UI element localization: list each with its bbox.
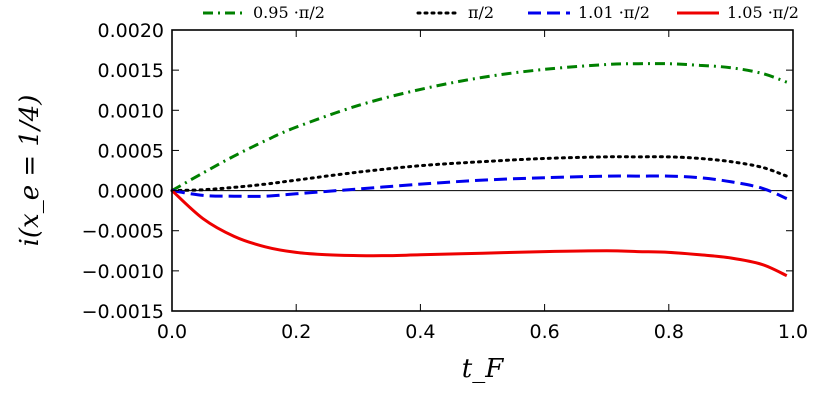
- legend-label-3: 1.01 ·π/2: [578, 3, 650, 22]
- x-tick-label: 0.6: [529, 321, 559, 343]
- x-tick-label: 0.2: [281, 321, 311, 343]
- series-line-3: [171, 174, 788, 200]
- y-tick-label: 0.0020: [98, 20, 164, 42]
- x-tick-label: 0.8: [654, 321, 684, 343]
- x-axis-label: t_F: [462, 354, 504, 384]
- y-tick-label: −0.0015: [82, 301, 164, 323]
- legend-label-4: 1.05 ·π/2: [727, 3, 799, 22]
- x-tick-label: 1.0: [778, 321, 808, 343]
- y-tick-label: 0.0000: [98, 181, 164, 203]
- series-line-1: [171, 62, 788, 192]
- svg-text:i(x_e = 1/4): i(x_e = 1/4): [15, 95, 45, 247]
- y-tick-label: −0.0010: [82, 261, 164, 283]
- y-tick-label: −0.0005: [82, 221, 164, 243]
- plot-frame: [171, 29, 794, 312]
- y-tick-label: 0.0015: [98, 60, 164, 82]
- x-tick-label: 0.0: [157, 321, 187, 343]
- legend-label-1: 0.95 ·π/2: [253, 3, 325, 22]
- y-axis-label: i(x_e = 1/4): [15, 95, 45, 247]
- series-layer: [170, 62, 789, 278]
- svg-text:t_F: t_F: [462, 354, 504, 384]
- x-tick-label: 0.4: [405, 321, 435, 343]
- series-line-4: [170, 189, 788, 278]
- ticks-layer: 0.0 0.2 0.4 0.6 0.8 1.0 −0.0015 −0.0010 −0.0005 0…: [82, 20, 809, 343]
- series-line-2: [170, 155, 789, 193]
- legend-label-2: π/2: [468, 3, 494, 22]
- legend: 0.95 ·π/2 π/2 1.01 ·π/2 1.05 ·π/2: [203, 3, 799, 22]
- y-tick-label: 0.0005: [98, 140, 164, 162]
- y-tick-label: 0.0010: [98, 100, 164, 122]
